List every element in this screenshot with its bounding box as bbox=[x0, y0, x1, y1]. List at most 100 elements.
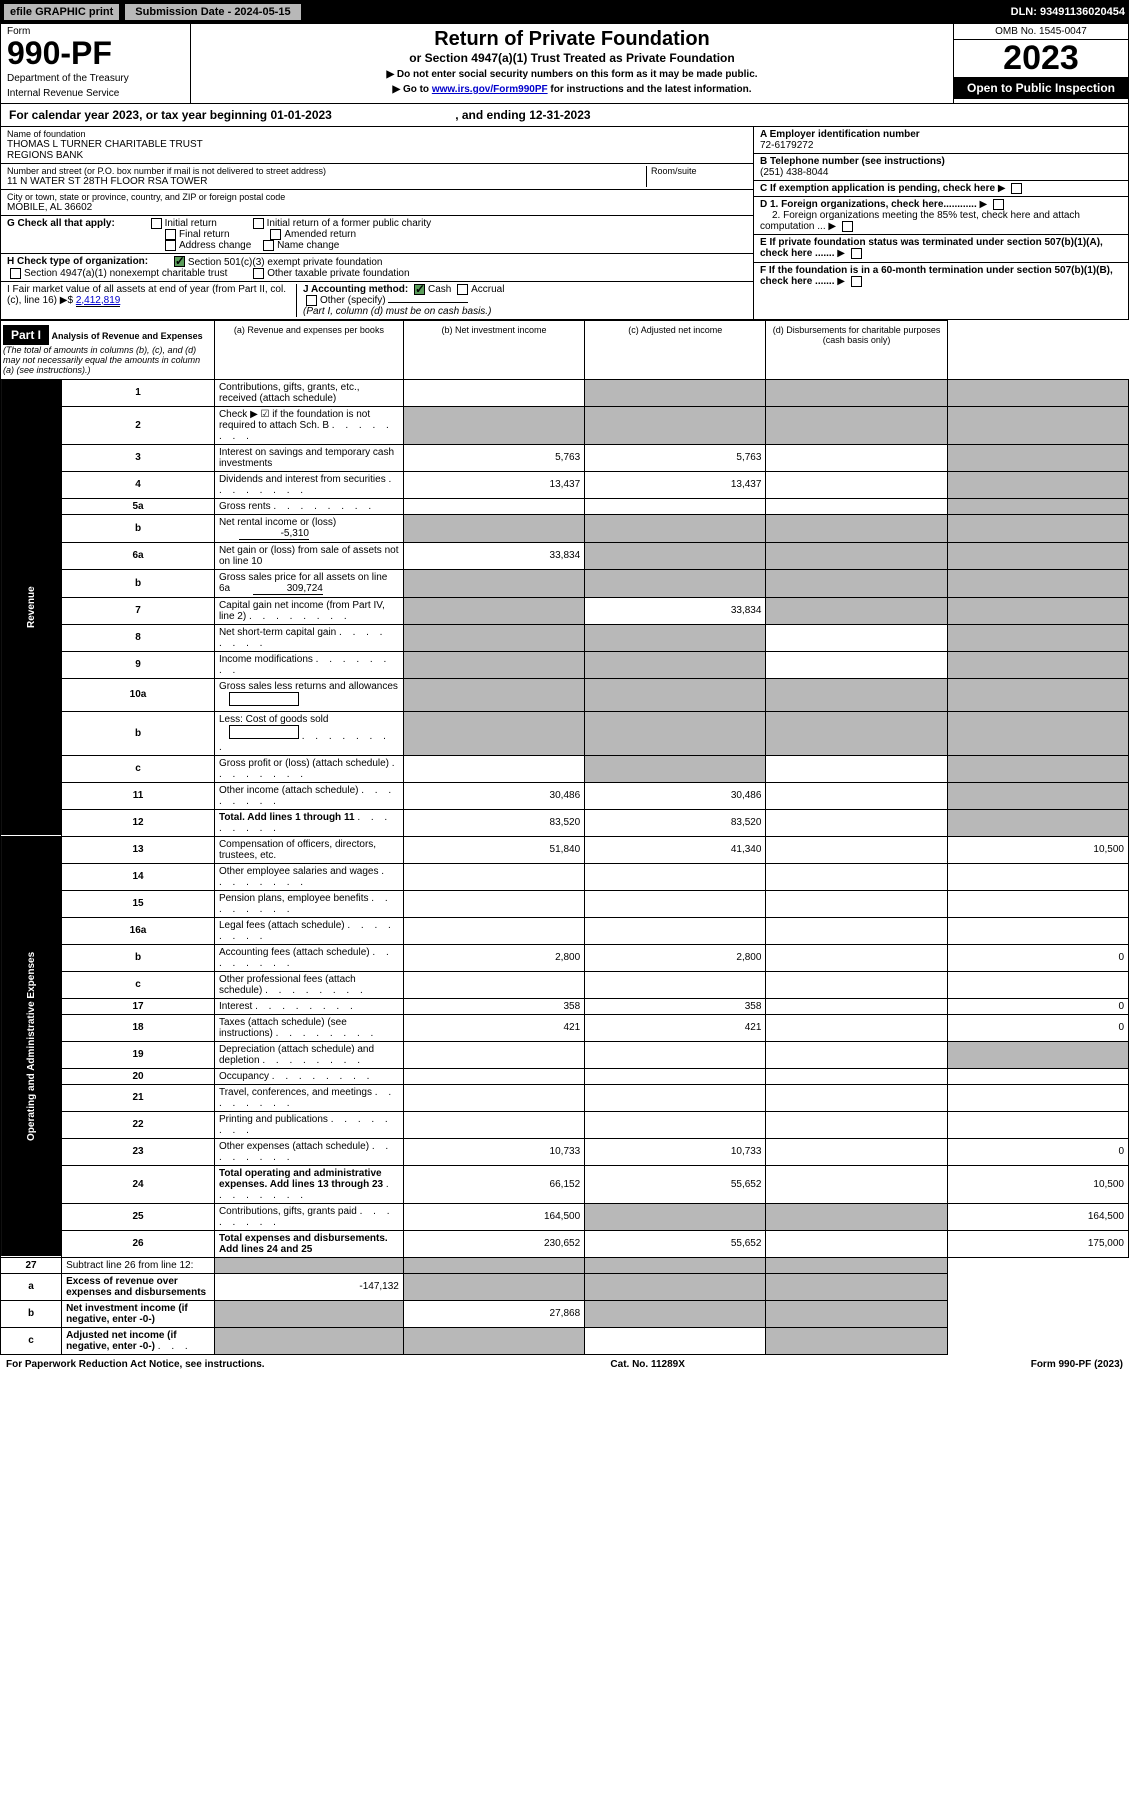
amount-cell bbox=[585, 651, 766, 678]
amount-cell bbox=[403, 1273, 584, 1300]
amount-cell bbox=[947, 1084, 1128, 1111]
amount-cell bbox=[403, 1041, 584, 1068]
4947-checkbox[interactable] bbox=[10, 268, 21, 279]
amount-cell: 83,520 bbox=[403, 809, 584, 836]
form-footer: Form 990-PF (2023) bbox=[1031, 1359, 1123, 1370]
amount-cell bbox=[585, 1068, 766, 1084]
amount-cell bbox=[403, 1111, 584, 1138]
name-change-checkbox[interactable] bbox=[263, 240, 274, 251]
amount-cell bbox=[766, 514, 947, 542]
initial-return-checkbox[interactable] bbox=[151, 218, 162, 229]
line-number: b bbox=[62, 514, 215, 542]
accrual-checkbox[interactable] bbox=[457, 284, 468, 295]
calendar-year-row: For calendar year 2023, or tax year begi… bbox=[0, 104, 1129, 127]
initial-former-checkbox[interactable] bbox=[253, 218, 264, 229]
d2-checkbox[interactable] bbox=[842, 221, 853, 232]
amount-cell bbox=[766, 379, 947, 406]
amount-cell bbox=[403, 890, 584, 917]
amount-cell bbox=[766, 624, 947, 651]
line-desc: Interest . . . . . . . . bbox=[214, 998, 403, 1014]
final-return-checkbox[interactable] bbox=[165, 229, 176, 240]
amount-cell bbox=[403, 379, 584, 406]
e-checkbox[interactable] bbox=[851, 248, 862, 259]
line-desc: Occupancy . . . . . . . . bbox=[214, 1068, 403, 1084]
line-desc: Capital gain net income (from Part IV, l… bbox=[214, 597, 403, 624]
line-desc: Net investment income (if negative, ente… bbox=[62, 1300, 215, 1327]
amount-cell: 66,152 bbox=[403, 1165, 584, 1203]
cash-checkbox[interactable] bbox=[414, 284, 425, 295]
d1-label: D 1. Foreign organizations, check here..… bbox=[760, 199, 977, 210]
amount-cell: 10,733 bbox=[585, 1138, 766, 1165]
amount-cell: 13,437 bbox=[585, 471, 766, 498]
f-checkbox[interactable] bbox=[851, 276, 862, 287]
amount-cell bbox=[766, 651, 947, 678]
amount-cell bbox=[766, 1014, 947, 1041]
addr-label: Number and street (or P.O. box number if… bbox=[7, 166, 646, 176]
amount-cell bbox=[766, 406, 947, 444]
line-desc: Taxes (attach schedule) (see instruction… bbox=[214, 1014, 403, 1041]
amount-cell bbox=[766, 1138, 947, 1165]
amount-cell bbox=[403, 514, 584, 542]
amount-cell bbox=[403, 755, 584, 782]
d1-checkbox[interactable] bbox=[993, 199, 1004, 210]
other-taxable-checkbox[interactable] bbox=[253, 268, 264, 279]
501c3-checkbox[interactable] bbox=[174, 256, 185, 267]
amount-cell bbox=[947, 1111, 1128, 1138]
amount-cell: 164,500 bbox=[947, 1203, 1128, 1230]
amount-cell: 358 bbox=[403, 998, 584, 1014]
amount-cell: 421 bbox=[585, 1014, 766, 1041]
amount-cell bbox=[766, 782, 947, 809]
amount-cell bbox=[766, 1300, 947, 1327]
line-desc: Contributions, gifts, grants paid . . . … bbox=[214, 1203, 403, 1230]
address-change-checkbox[interactable] bbox=[165, 240, 176, 251]
line-number: 14 bbox=[62, 863, 215, 890]
expenses-side-label: Operating and Administrative Expenses bbox=[1, 836, 62, 1257]
fmv-value[interactable]: 2,412,819 bbox=[76, 295, 121, 307]
amount-cell: 164,500 bbox=[403, 1203, 584, 1230]
line-desc: Gross rents . . . . . . . . bbox=[214, 498, 403, 514]
line-desc: Excess of revenue over expenses and disb… bbox=[62, 1273, 215, 1300]
amount-cell: 5,763 bbox=[403, 444, 584, 471]
submission-date: Submission Date - 2024-05-15 bbox=[125, 4, 300, 20]
c-checkbox[interactable] bbox=[1011, 183, 1022, 194]
line-desc: Total. Add lines 1 through 11 . . . . . … bbox=[214, 809, 403, 836]
amount-cell bbox=[766, 678, 947, 711]
amount-cell bbox=[947, 379, 1128, 406]
line-desc: Net short-term capital gain . . . . . . … bbox=[214, 624, 403, 651]
efile-button[interactable]: efile GRAPHIC print bbox=[4, 4, 119, 20]
line-number: 21 bbox=[62, 1084, 215, 1111]
amount-cell bbox=[766, 1111, 947, 1138]
amount-cell: 51,840 bbox=[403, 836, 584, 863]
amount-cell bbox=[585, 1327, 766, 1354]
line-desc: Income modifications . . . . . . . . bbox=[214, 651, 403, 678]
amount-cell bbox=[766, 1068, 947, 1084]
part1-note: (The total of amounts in columns (b), (c… bbox=[3, 345, 200, 375]
amount-cell bbox=[585, 863, 766, 890]
footer: For Paperwork Reduction Act Notice, see … bbox=[0, 1355, 1129, 1374]
link-note: ▶ Go to www.irs.gov/Form990PF for instru… bbox=[201, 84, 943, 95]
amount-cell: 33,834 bbox=[403, 542, 584, 569]
part1-table: Part I Analysis of Revenue and Expenses … bbox=[0, 320, 1129, 1355]
amount-cell bbox=[585, 678, 766, 711]
line-number: c bbox=[1, 1327, 62, 1354]
line-desc: Less: Cost of goods sold . . . . . . . . bbox=[214, 711, 403, 755]
amount-cell: 2,800 bbox=[585, 944, 766, 971]
amount-cell bbox=[766, 863, 947, 890]
amount-cell bbox=[403, 1257, 584, 1273]
amended-checkbox[interactable] bbox=[270, 229, 281, 240]
amount-cell bbox=[585, 755, 766, 782]
other-acct-checkbox[interactable] bbox=[306, 295, 317, 306]
line-desc: Interest on savings and temporary cash i… bbox=[214, 444, 403, 471]
amount-cell: 55,652 bbox=[585, 1230, 766, 1257]
amount-cell: 421 bbox=[403, 1014, 584, 1041]
amount-cell bbox=[403, 624, 584, 651]
room-label: Room/suite bbox=[651, 166, 747, 176]
amount-cell bbox=[403, 971, 584, 998]
d2-label: 2. Foreign organizations meeting the 85%… bbox=[760, 210, 1080, 232]
irs-link[interactable]: www.irs.gov/Form990PF bbox=[432, 84, 548, 95]
line-desc: Dividends and interest from securities .… bbox=[214, 471, 403, 498]
col-d-hdr: (d) Disbursements for charitable purpose… bbox=[766, 320, 947, 379]
form-title: Return of Private Foundation bbox=[201, 28, 943, 51]
line-number: 20 bbox=[62, 1068, 215, 1084]
amount-cell bbox=[766, 971, 947, 998]
